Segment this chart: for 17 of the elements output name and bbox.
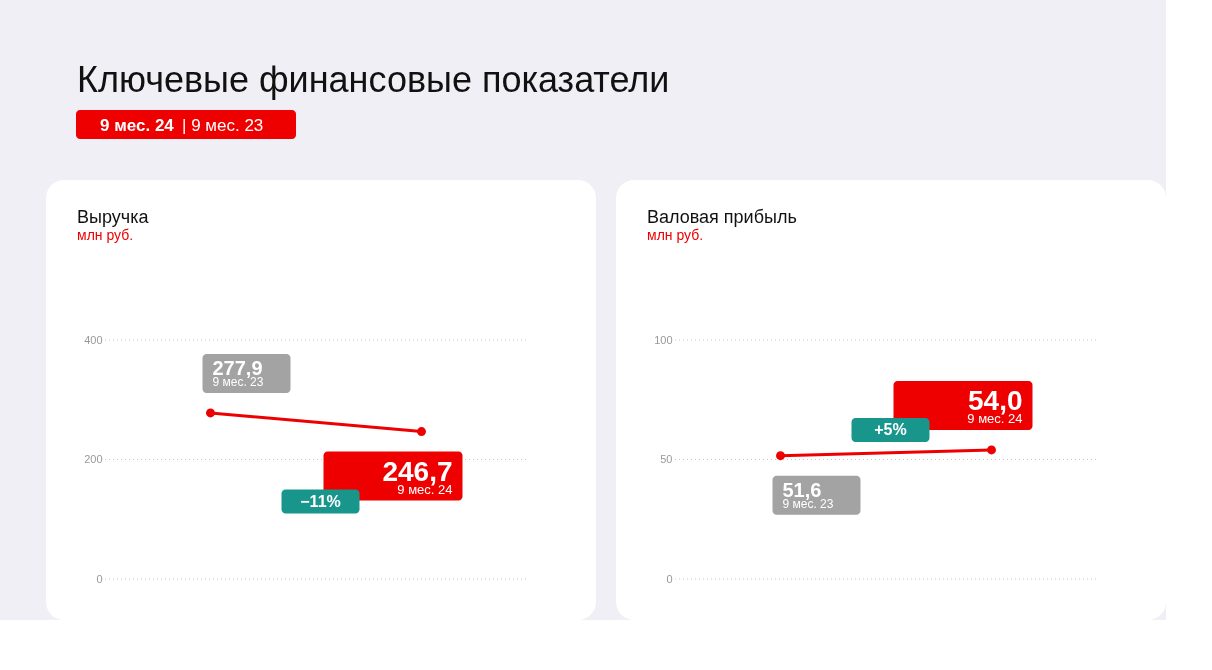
data-label: 246,7 [382, 455, 453, 487]
chart-subtitle: млн руб. [77, 227, 134, 243]
annotation: −11% [300, 492, 341, 510]
text: 9 мес. 24 [100, 116, 175, 135]
annotation: +5% [874, 420, 907, 438]
chart-title: Выручка [77, 207, 150, 227]
data-label: 54,0 [968, 384, 1023, 416]
y-tick-label: 0 [666, 572, 673, 585]
y-tick-label: 50 [660, 453, 673, 465]
text: Ключевые финансовые показатели [77, 59, 670, 100]
y-tick-label: 400 [84, 333, 103, 346]
chart-subtitle: млн руб. [647, 227, 704, 243]
y-tick-label: 0 [96, 572, 103, 585]
chart-title: Валовая прибыль [647, 207, 797, 227]
text: | 9 мес. 23 [182, 116, 264, 135]
y-tick-label: 100 [654, 333, 673, 346]
y-tick-label: 200 [84, 453, 103, 465]
